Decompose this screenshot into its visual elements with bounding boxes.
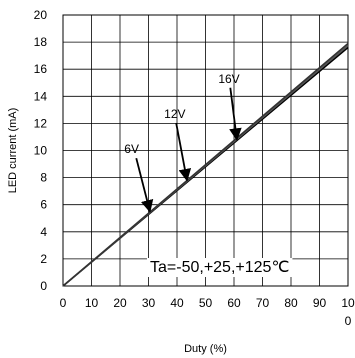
x-tick-label: 0 — [60, 296, 67, 310]
y-tick-label: 18 — [34, 35, 48, 49]
grid-lines — [63, 15, 348, 286]
plot-frame — [62, 14, 349, 287]
annotation-arrow-12v — [175, 122, 192, 182]
x-tick-label: 50 — [199, 296, 213, 310]
x-tick-label: 10 — [85, 296, 99, 310]
x-tick-label: 40 — [170, 296, 184, 310]
y-tick-label: 4 — [40, 225, 47, 239]
y-tick-label: 16 — [34, 62, 48, 76]
y-tick-label: 2 — [40, 252, 47, 266]
x-tick-label: 10 0 — [341, 296, 355, 328]
x-tick-label: 60 — [227, 296, 241, 310]
condition-label-background — [147, 258, 293, 277]
series-annotations: 6V 12V 16V — [124, 72, 242, 213]
y-tick-labels: 0 2 4 6 8 10 12 14 16 18 20 — [34, 8, 48, 293]
x-tick-label: 80 — [284, 296, 298, 310]
series-line-16v — [62, 42, 349, 287]
x-tick-label: 20 — [113, 296, 127, 310]
y-axis-title: LED current (mA) — [7, 108, 19, 194]
annotation-label-16v: 16V — [218, 72, 239, 86]
x-tick-label: 30 — [142, 296, 156, 310]
x-axis-title: Duty (%) — [184, 343, 227, 355]
y-tick-label: 8 — [40, 171, 47, 185]
annotation-arrow-16v — [229, 87, 242, 141]
y-tick-label: 20 — [34, 8, 48, 22]
annotation-arrow-6v — [135, 157, 154, 213]
x-tick-label: 70 — [256, 296, 270, 310]
condition-label: Ta=-50,+25,+125℃ — [150, 259, 289, 276]
y-tick-label: 12 — [34, 116, 48, 130]
x-tick-labels: 0 10 20 30 40 50 60 70 80 90 10 0 — [60, 296, 355, 328]
y-tick-label: 6 — [40, 198, 47, 212]
y-tick-label: 14 — [34, 89, 48, 103]
annotation-label-6v: 6V — [124, 142, 139, 156]
y-tick-label: 0 — [40, 279, 47, 293]
x-tick-label: 90 — [313, 296, 327, 310]
series-lines — [62, 42, 349, 287]
annotation-label-12v: 12V — [164, 107, 185, 121]
y-tick-label: 10 — [34, 144, 48, 158]
